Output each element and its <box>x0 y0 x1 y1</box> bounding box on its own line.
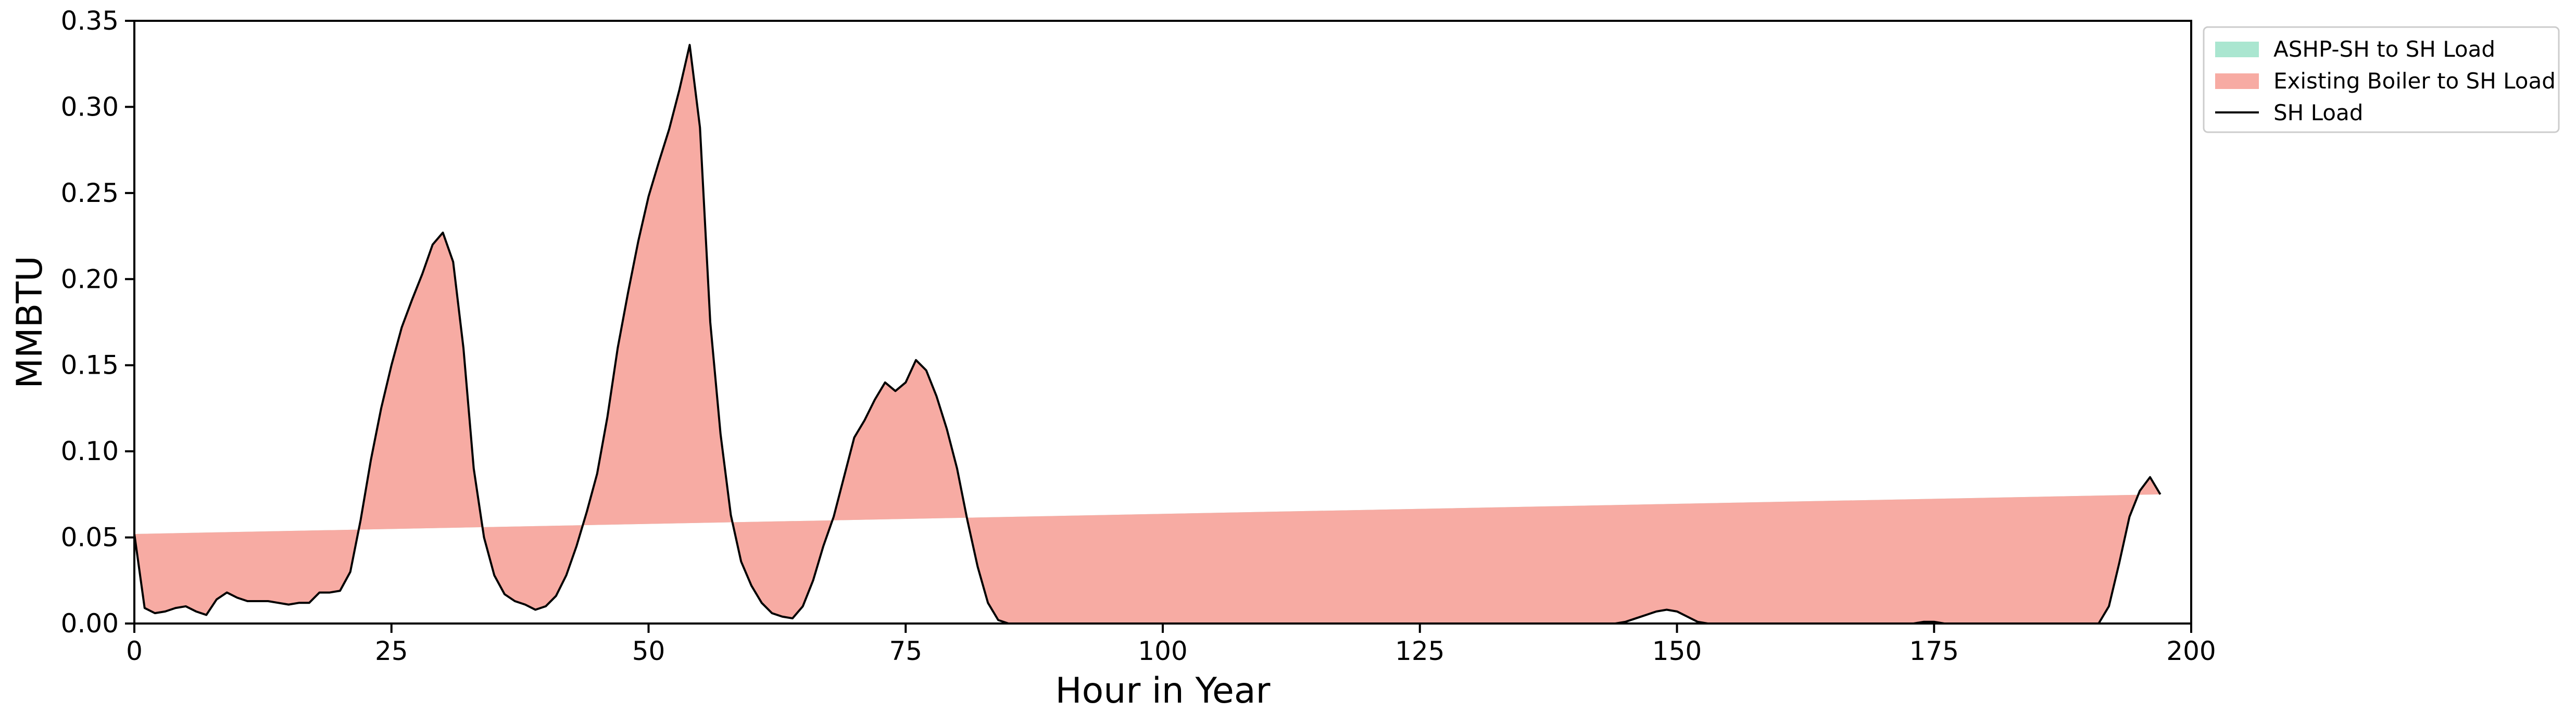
y-tick-label: 0.15 <box>61 350 119 380</box>
legend-label: Existing Boiler to SH Load <box>2273 68 2556 94</box>
x-tick-label: 0 <box>126 636 143 666</box>
x-tick-label: 125 <box>1395 636 1444 666</box>
x-tick-label: 175 <box>1909 636 1959 666</box>
x-tick-label: 150 <box>1652 636 1702 666</box>
y-tick-label: 0.05 <box>61 523 119 553</box>
x-axis-title: Hour in Year <box>1055 670 1271 711</box>
legend-label: ASHP-SH to SH Load <box>2273 36 2495 62</box>
y-tick-label: 0.00 <box>61 608 119 639</box>
y-axis-title: MMBTU <box>9 256 51 388</box>
y-tick-label: 0.30 <box>61 92 119 122</box>
y-tick-label: 0.25 <box>61 178 119 208</box>
plot-area <box>133 44 2162 625</box>
y-tick-label: 0.20 <box>61 264 119 294</box>
x-tick-label: 100 <box>1138 636 1187 666</box>
legend-swatch <box>2215 73 2259 89</box>
legend-swatch <box>2215 42 2259 57</box>
axes: 0 25 50 75 100 125 150 175 200 0.00 0.05 0.10 0.15 0.… <box>61 6 2216 666</box>
legend-box <box>2203 26 2560 133</box>
legend: ASHP-SH to SH Load Existing Boiler to SH … <box>2203 26 2560 133</box>
x-tick-label: 200 <box>2166 636 2216 666</box>
boiler-to-sh-area <box>134 45 2160 624</box>
x-tick-label: 25 <box>375 636 408 666</box>
y-tick-label: 0.35 <box>61 6 119 36</box>
legend-label: SH Load <box>2273 100 2363 125</box>
x-tick-label: 50 <box>632 636 665 666</box>
y-tick-label: 0.10 <box>61 436 119 466</box>
x-tick-label: 75 <box>889 636 922 666</box>
